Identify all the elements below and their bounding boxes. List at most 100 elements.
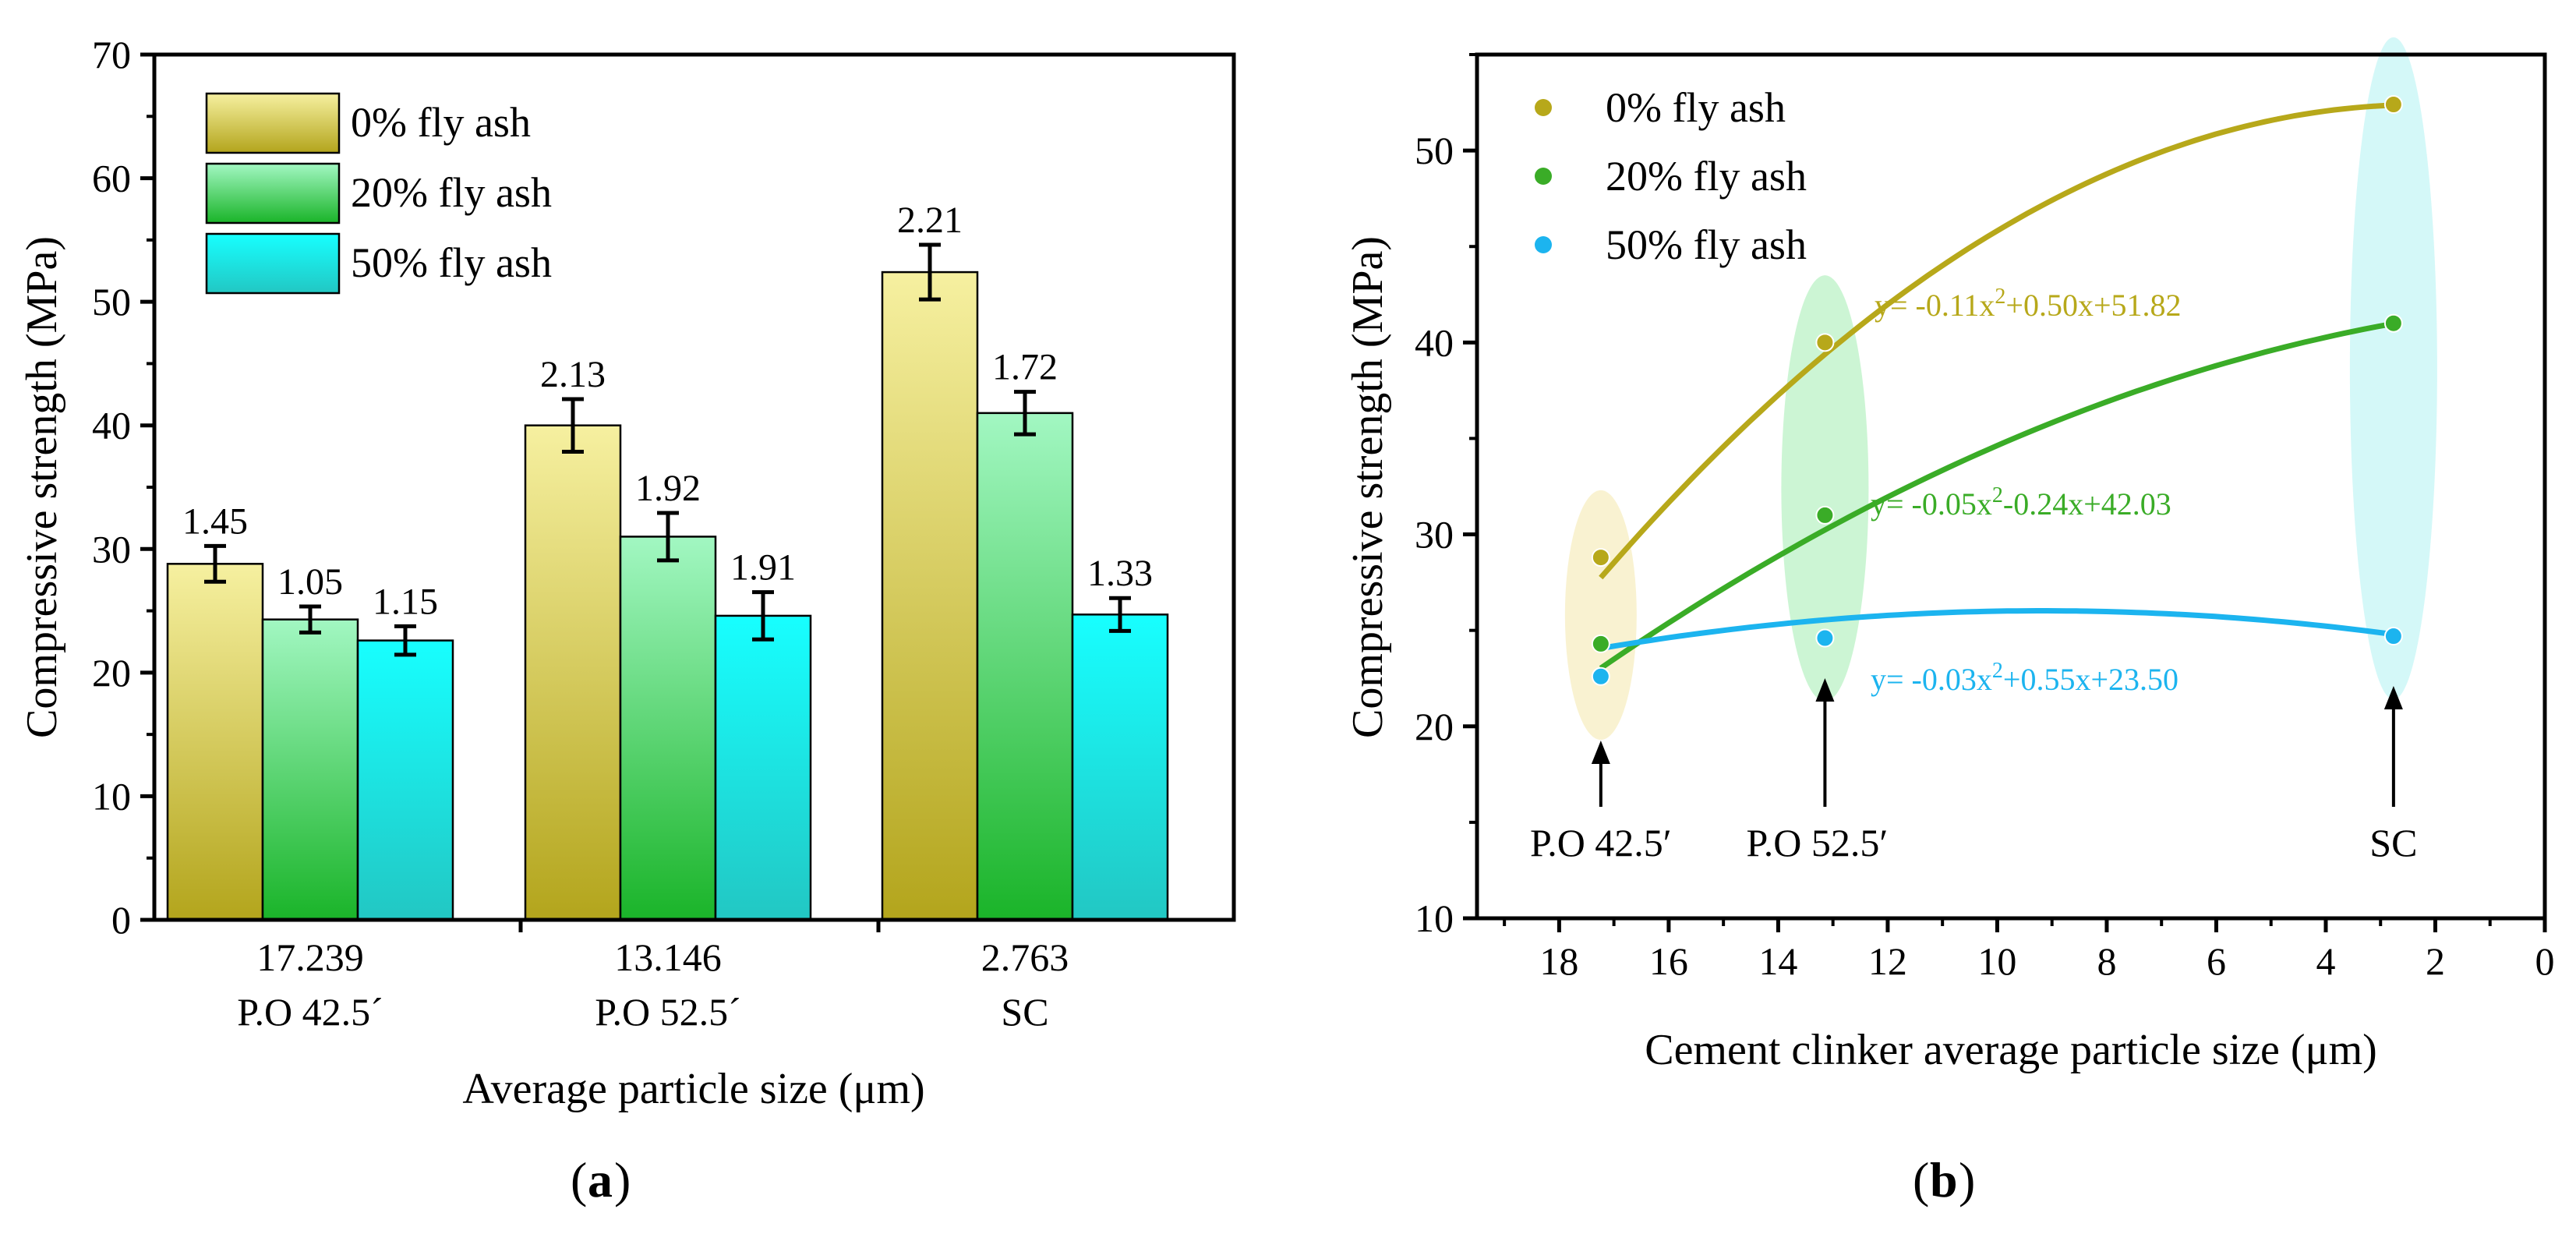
svg-text:a: a — [588, 1152, 613, 1207]
panel-b-x-tick-label: 16 — [1649, 939, 1688, 983]
panel-b-plot-frame — [1475, 52, 2547, 921]
equation-part: y= -0.11x — [1875, 288, 1995, 323]
panel-b-data-point — [2383, 313, 2403, 333]
panel-b-y-tick-label: 30 — [1415, 513, 1454, 557]
panel-a-legend-swatch — [205, 92, 341, 154]
svg-text:): ) — [614, 1152, 631, 1207]
panel-a-y-tick-label: 20 — [92, 651, 131, 695]
panel-b-arrow-head — [2383, 686, 2403, 709]
panel-a-data-label: 1.45 — [182, 500, 248, 542]
panel-b-y-tick-label: 20 — [1415, 705, 1454, 748]
panel-a-y-tick-label: 30 — [92, 527, 131, 571]
panel-a-bar — [976, 412, 1074, 921]
panel-b-legend-marker — [1535, 99, 1552, 116]
panel-b-fit-equation: y= -0.05x2-0.24x+42.03 — [1871, 483, 2171, 522]
panel-a-bar — [166, 563, 264, 921]
equation-exponent: 2 — [1995, 285, 2005, 309]
panel-b-legend-marker — [1535, 236, 1552, 253]
panel-b-fit-curve — [1599, 320, 2394, 670]
panel-a-bar-chart: 1.45 2.13 2.21 1.05 1.92 1.72 1.15 1.91 1.33 0 10… — [18, 33, 1236, 1207]
panel-b-x-tick-label: 0 — [2535, 939, 2555, 983]
panel-b-x-tick-label: 6 — [2207, 939, 2226, 983]
panel-b-data-point — [1591, 634, 1610, 653]
panel-b-x-tick-label: 12 — [1868, 939, 1907, 983]
panel-a-data-label: 1.72 — [992, 347, 1058, 388]
panel-b-y-tick-label: 50 — [1415, 129, 1454, 172]
panel-a-y-tick-label: 50 — [92, 280, 131, 324]
panel-b-legend-label: 50% fly ash — [1606, 221, 1807, 268]
panel-b-x-tick-label: 14 — [1758, 939, 1797, 983]
panel-b-legend-label: 20% fly ash — [1606, 153, 1807, 200]
equation-part: +0.55x+23.50 — [2003, 662, 2178, 697]
panel-b-legend: 0% fly ash 20% fly ash 50% fly ash — [1535, 84, 1807, 268]
panel-a-x-tick-name: P.O 52.5´ — [595, 990, 741, 1034]
panel-a-data-label: 2.21 — [897, 200, 963, 241]
panel-b-arrow-head — [1815, 678, 1835, 702]
panel-b-legend-marker — [1535, 168, 1552, 185]
panel-a-x-tick-size: 17.239 — [256, 935, 364, 979]
panel-b-fit-equation: y= -0.03x2+0.55x+23.50 — [1871, 659, 2178, 697]
panel-b-y-tick-label: 40 — [1415, 320, 1454, 364]
panel-a-y-tick-label: 10 — [92, 774, 131, 818]
svg-text:(: ( — [1913, 1152, 1929, 1207]
panel-b-highlight-ellipse — [1781, 275, 1869, 702]
panel-a-legend-label: 0% fly ash — [351, 99, 531, 146]
panel-b-y-tick-label: 10 — [1415, 896, 1454, 940]
panel-b-x-tick-label: 4 — [2316, 939, 2335, 983]
panel-a-bar — [1071, 613, 1169, 921]
panel-b-data-point — [2383, 95, 2403, 115]
panel-a-data-label: 1.33 — [1087, 553, 1153, 594]
panel-b-y-axis-title: Compressive strength (MPa) — [1344, 236, 1392, 738]
equation-part: -0.24x+42.03 — [2003, 486, 2171, 522]
panel-b-data-point — [1815, 333, 1835, 352]
panel-b-x-tick-label: 2 — [2426, 939, 2445, 983]
svg-text:(: ( — [571, 1152, 587, 1207]
panel-a-bar — [261, 618, 359, 921]
panel-a-data-label: 1.05 — [277, 561, 343, 603]
panel-a-legend-swatch — [205, 162, 341, 225]
panel-a-y-axis-title: Compressive strength (MPa) — [18, 236, 66, 738]
equation-part: y= -0.03x — [1871, 662, 1992, 697]
panel-b-x-axis-title: Cement clinker average particle size (μm… — [1645, 1026, 2377, 1074]
panel-b-x-tick-label: 8 — [2097, 939, 2116, 983]
panel-a-x-tick-size: 2.763 — [981, 935, 1069, 979]
panel-b-data-point — [1591, 667, 1610, 686]
panel-b-fit-curve — [1599, 102, 2394, 580]
panel-a-data-label: 1.15 — [373, 581, 438, 622]
equation-exponent: 2 — [1992, 483, 2003, 507]
panel-a-legend: 0% fly ash 20% fly ash 50% fly ash — [205, 92, 552, 295]
panel-a-bar — [714, 614, 812, 921]
panel-b-annotation-label: P.O 42.5′ — [1530, 821, 1672, 865]
svg-text:): ) — [1959, 1152, 1975, 1207]
panel-b-highlight-ellipse — [2349, 37, 2437, 700]
panel-a-bar — [356, 639, 454, 921]
panel-a-x-tick-name: SC — [1001, 990, 1048, 1034]
panel-b-legend-label: 0% fly ash — [1606, 84, 1786, 131]
panel-a-y-tick-label: 0 — [111, 898, 131, 942]
panel-b-annotation-label: P.O 52.5′ — [1747, 821, 1889, 865]
panel-b-arrow-head — [1591, 741, 1610, 764]
panel-b-annotation-label: SC — [2369, 821, 2417, 865]
panel-a-legend-swatch — [205, 232, 341, 295]
panel-b-highlight-ellipse — [1564, 490, 1637, 741]
panel-a-x-tick-name: P.O 42.5´ — [237, 990, 383, 1034]
panel-b-x-tick-label: 10 — [1977, 939, 2016, 983]
panel-a-x-axis-title: Average particle size (μm) — [462, 1065, 924, 1113]
panel-a-data-label: 2.13 — [540, 354, 606, 395]
panel-a-bar — [881, 270, 979, 921]
panel-a-legend-label: 50% fly ash — [351, 239, 552, 286]
panel-b-data-point — [1815, 505, 1835, 525]
panel-a-bar — [619, 536, 717, 921]
panel-b-fit-curve — [1600, 608, 2394, 652]
equation-part: y= -0.05x — [1871, 486, 1992, 522]
equation-part: +0.50x+51.82 — [2005, 288, 2181, 323]
panel-a-data-label: 1.92 — [635, 468, 701, 509]
panel-a-data-label: 1.91 — [730, 547, 796, 589]
panel-a-y-tick-label: 40 — [92, 404, 131, 447]
panel-a-bar — [524, 424, 622, 921]
panel-a-y-tick-label: 70 — [92, 33, 131, 76]
svg-text:b: b — [1930, 1152, 1958, 1207]
panel-b-fit-equation: y= -0.11x2+0.50x+51.82 — [1875, 285, 2182, 323]
